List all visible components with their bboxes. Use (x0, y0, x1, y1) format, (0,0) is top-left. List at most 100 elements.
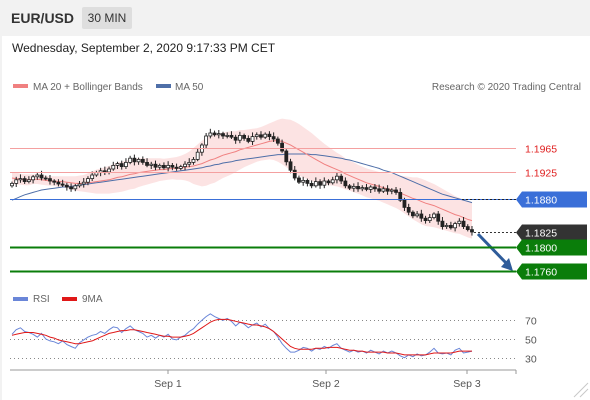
candle-body (263, 133, 268, 138)
candle-body (111, 164, 116, 170)
ma50-line (11, 153, 473, 204)
candle-body (373, 186, 377, 190)
candle-body (280, 142, 284, 152)
candle-body (385, 188, 390, 192)
candle-body (305, 179, 310, 184)
level-box-1.1825 (516, 224, 587, 241)
credit-text: Research © 2020 Trading Central (432, 82, 581, 93)
candle-body (398, 191, 403, 201)
candle-body (31, 176, 36, 181)
ma20-legend-label: MA 20 + Bollinger Bands (33, 82, 143, 93)
candle-body (10, 182, 14, 187)
candle-body (149, 163, 154, 166)
candle-body (43, 177, 48, 180)
candle-body (297, 177, 301, 183)
candle-body (233, 136, 238, 141)
candle-body (377, 188, 382, 192)
candle-body (128, 157, 133, 163)
rsi-tick-label-30: 30 (525, 354, 537, 366)
candle-body (292, 169, 297, 179)
symbol-title: EUR/USD (11, 10, 75, 26)
candle-body (229, 134, 234, 138)
rsi-tick-label-50: 50 (525, 335, 537, 347)
candle-body (250, 136, 255, 142)
candle-body (225, 134, 230, 137)
level-box-1.1880 (516, 191, 587, 208)
candle-body (368, 186, 373, 190)
candle-body (288, 161, 293, 171)
level-label-1.1825: 1.1825 (525, 228, 557, 240)
candle-body (52, 180, 57, 183)
candle-body (102, 170, 107, 173)
candle-body (335, 175, 339, 181)
candle-body (221, 133, 225, 137)
candle-body (381, 188, 386, 192)
candle-body (183, 163, 187, 167)
candle-body (178, 166, 183, 169)
candle-body (132, 157, 137, 163)
x-tick-label-sep-1: Sep 1 (154, 378, 182, 390)
candle-body (448, 224, 453, 229)
level-label-1.1800: 1.1800 (525, 243, 557, 255)
candle-body (432, 213, 436, 218)
candle-body (423, 217, 428, 221)
candle-body (90, 174, 95, 179)
candle-body (402, 199, 407, 208)
candle-body (330, 179, 335, 184)
candle-body (14, 179, 19, 184)
forecast-arrow-shaft (476, 232, 510, 267)
candle-body (69, 186, 73, 190)
candle-body (410, 211, 415, 217)
candle-body (267, 133, 272, 137)
candle-body (453, 223, 458, 229)
candle-body (427, 217, 432, 222)
candle-body (18, 178, 23, 181)
candle-body (242, 134, 247, 139)
candle-body (440, 220, 445, 227)
candle-body (166, 164, 171, 169)
candle-body (191, 158, 196, 163)
candle-body (436, 213, 441, 222)
candle-body (22, 178, 27, 183)
ma20-legend-swatch (13, 84, 28, 88)
candle-body (271, 136, 276, 140)
candle-body (254, 134, 259, 138)
candle-body (60, 183, 65, 186)
bollinger-band (12, 118, 472, 239)
rsi-legend-label: RSI (33, 294, 50, 305)
candle-body (77, 183, 82, 187)
forecast-arrow-head (501, 258, 513, 271)
candle-body (339, 175, 344, 182)
candle-body (136, 158, 141, 163)
candle-body (124, 161, 128, 167)
x-tick-label-sep-2: Sep 2 (312, 378, 340, 390)
candle-body (326, 180, 331, 184)
candle-body (39, 174, 44, 179)
candle-body (64, 184, 69, 188)
rsi-ma9-line (11, 318, 472, 356)
candle-body (48, 178, 52, 182)
candle-body (119, 163, 124, 168)
candle-body (415, 213, 420, 217)
candle-body (153, 163, 158, 168)
candle-body (35, 174, 40, 178)
level-label-1.1925: 1.1925 (525, 168, 557, 180)
candle-body (465, 226, 470, 231)
candle-body (56, 181, 61, 185)
candle-body (322, 180, 327, 186)
candle-body (81, 181, 86, 185)
candle-body (301, 179, 306, 183)
timeframe-button[interactable]: 30 MIN (82, 7, 132, 29)
candle-body (216, 133, 221, 136)
candle-body (364, 187, 369, 190)
candle-body (259, 134, 263, 138)
candle-body (275, 138, 280, 144)
resize-grip-icon[interactable] (573, 382, 589, 398)
candle-body (444, 224, 449, 227)
candle-body (351, 185, 356, 189)
candle-body (457, 220, 462, 224)
candle-body (419, 213, 424, 219)
top-bar: EUR/USD 30 MIN (0, 0, 590, 36)
ma9-legend-label: 9MA (82, 294, 103, 305)
